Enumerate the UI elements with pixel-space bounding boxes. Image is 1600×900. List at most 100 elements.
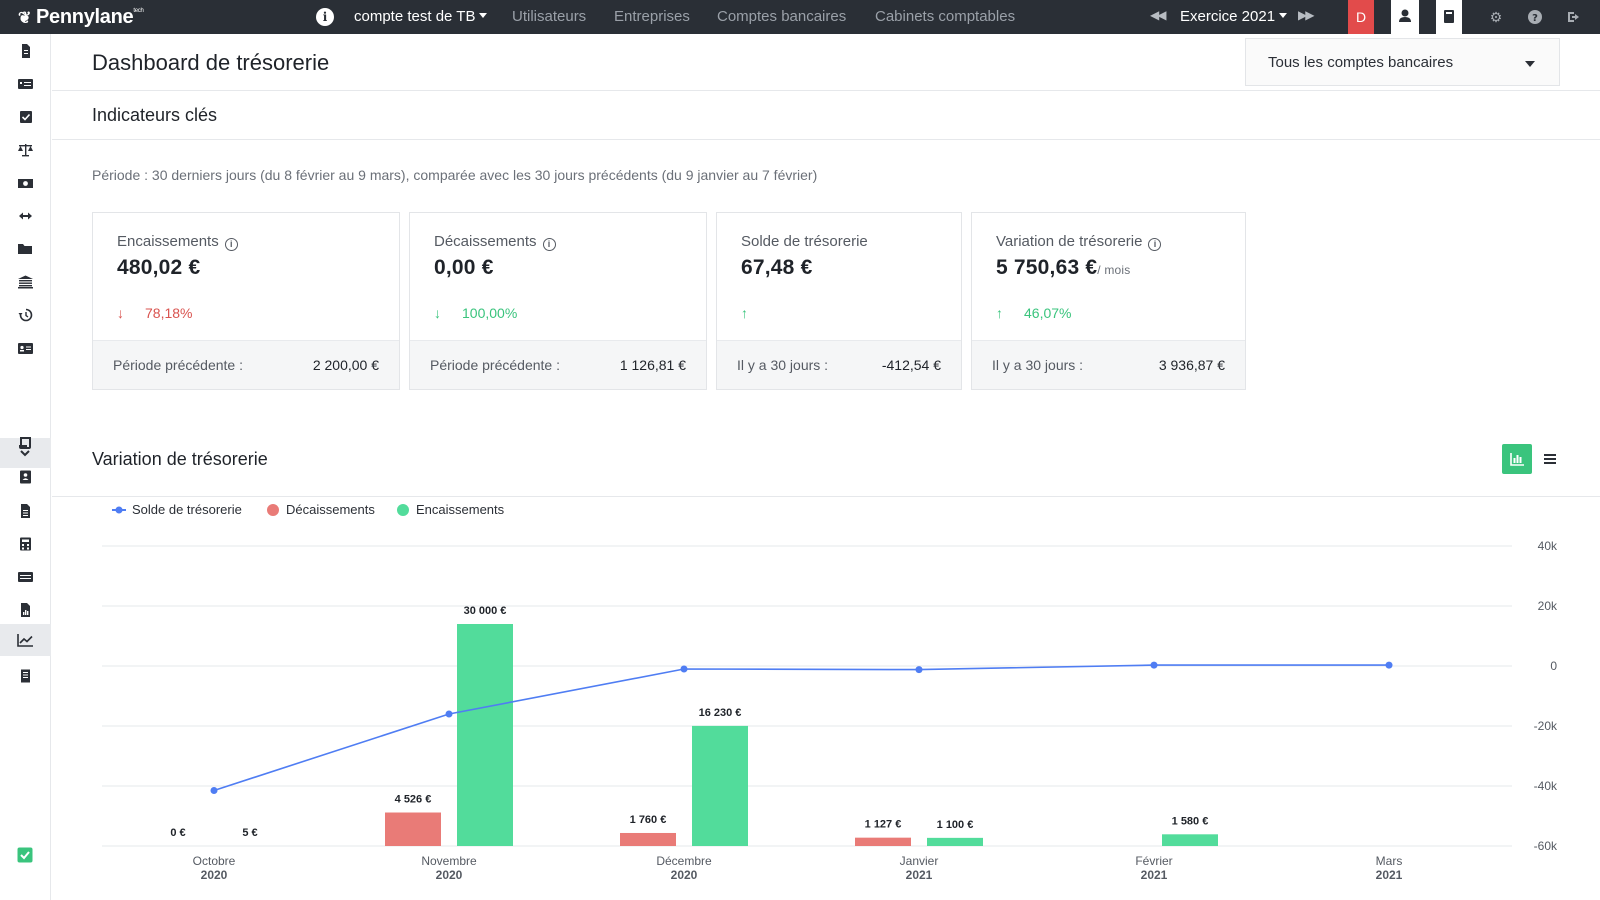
kpi-unit: / mois [1097, 263, 1131, 277]
kpi-label: Décaissements i [434, 233, 556, 251]
sidebar-item-treasury[interactable] [0, 624, 51, 656]
info-icon[interactable]: i [224, 238, 238, 251]
bar-data-label: 1 760 € [630, 814, 667, 826]
contact-book-icon[interactable] [17, 470, 34, 484]
x-tick-label-year: 2021 [1141, 868, 1168, 882]
bank-account-select[interactable]: Tous les comptes bancaires [1245, 38, 1560, 86]
bank-icon[interactable] [17, 275, 34, 289]
bar-data-label: 1 100 € [937, 819, 974, 831]
history-icon[interactable] [17, 308, 34, 322]
sidebar-collapse-toggle[interactable] [0, 438, 51, 468]
kpi-prev-value: 3 936,87 € [1158, 357, 1225, 373]
info-icon[interactable]: i [1148, 238, 1162, 251]
pennylane-logo[interactable]: ❦ Pennylanetech [18, 6, 144, 28]
exchange-icon[interactable] [17, 209, 34, 223]
id-card-icon[interactable] [17, 341, 34, 355]
logout-icon[interactable] [1566, 9, 1582, 25]
company-switcher[interactable]: compte test de TB [354, 8, 488, 25]
money-icon[interactable] [17, 176, 34, 190]
chevron-down-icon [20, 450, 30, 457]
folder-icon[interactable] [17, 242, 34, 256]
kpi-value: 480,02 € [117, 256, 201, 279]
kpi-footer: Période précédente : 1 126,81 € [410, 340, 706, 389]
kpi-prev-label: Il y a 30 jours : [992, 357, 1084, 373]
next-exercise-icon[interactable]: ▶▶ [1298, 8, 1315, 22]
legend-label: Encaissements [416, 502, 505, 517]
x-tick-label-month: Janvier [900, 854, 939, 868]
arrow-down-icon: ↓ [434, 305, 441, 321]
period-description: Période : 30 derniers jours (du 8 févrie… [92, 167, 818, 183]
series-point-solde [210, 787, 218, 794]
section-title-indicators: Indicateurs clés [92, 105, 218, 125]
svg-text:?: ? [1532, 13, 1538, 24]
x-tick-label-month: Octobre [193, 854, 236, 868]
divider [52, 496, 1600, 497]
series-line-solde [213, 664, 1389, 792]
list-card-icon[interactable] [17, 570, 34, 584]
x-tick-label-year: 2020 [436, 868, 463, 882]
invoice-list-icon[interactable] [17, 77, 34, 91]
info-icon[interactable]: i [542, 238, 556, 251]
table-view-button[interactable] [1536, 444, 1564, 474]
kpi-label: Solde de trésorerie [741, 233, 868, 250]
kpi-label: Variation de trésorerie i [996, 233, 1162, 251]
kpi-prev-label: Période précédente : [113, 357, 243, 373]
x-tick-label-month: Mars [1376, 854, 1403, 868]
kpi-label: Encaissements i [117, 233, 238, 251]
kpi-prev-label: Période précédente : [430, 357, 560, 373]
x-tick-label-month: Février [1135, 854, 1172, 868]
legend-swatch-dot [115, 506, 123, 514]
exercise-selector[interactable]: Exercice 2021 [1180, 8, 1288, 25]
bar-encaissements [1162, 834, 1218, 846]
info-icon[interactable]: i [316, 8, 334, 26]
chart-view-button[interactable] [1502, 444, 1532, 474]
nav-utilisateurs[interactable]: Utilisateurs [512, 8, 587, 25]
divider [52, 139, 1600, 140]
bar-data-label: 4 526 € [395, 794, 432, 806]
document-icon[interactable] [17, 44, 34, 58]
kpi-footer: Il y a 30 jours : 3 936,87 € [972, 340, 1245, 389]
y-tick-label: -20k [1534, 719, 1558, 733]
user-icon[interactable] [1391, 0, 1419, 34]
balance-scale-icon[interactable] [17, 143, 34, 157]
calculator-icon[interactable] [17, 537, 34, 551]
chevron-down-icon [479, 12, 488, 18]
nav-entreprises[interactable]: Entreprises [614, 8, 690, 25]
nav-comptes-bancaires[interactable]: Comptes bancaires [717, 8, 847, 25]
arrow-up-icon: ↑ [741, 305, 748, 321]
logo-sup: tech [133, 8, 144, 14]
file-text-icon[interactable] [17, 504, 34, 518]
kpi-footer: Période précédente : 2 200,00 € [93, 340, 399, 389]
report-icon[interactable] [17, 603, 34, 617]
kpi-card-decaissements: Décaissements i 0,00 € ↓ 100,00% Période p… [409, 212, 707, 390]
treasury-chart-svg: 40k 20k 0 -20k -40k -60k Solde de trésorerie Dé… [102, 502, 1558, 882]
book-icon[interactable] [1436, 0, 1462, 34]
kpi-card-encaissements: Encaissements i 480,02 € ↓ 78,18% Période … [92, 212, 400, 390]
user-avatar[interactable]: D [1348, 0, 1374, 34]
bar-data-label: 0 € [170, 827, 185, 839]
nav-cabinets-comptables[interactable]: Cabinets comptables [875, 8, 1016, 25]
receipt-icon[interactable] [17, 669, 34, 683]
legend-swatch-dot [267, 504, 279, 516]
x-tick-label-month: Décembre [656, 854, 712, 868]
bar-decaissements [385, 812, 441, 846]
checked-status-icon[interactable] [17, 847, 33, 863]
company-name: compte test de TB [354, 8, 476, 25]
bar-data-label: 1 127 € [865, 819, 902, 831]
list-icon [1544, 454, 1556, 464]
kpi-prev-value: -412,54 € [881, 357, 941, 373]
checkbox-icon[interactable] [17, 110, 34, 124]
legend-label: Décaissements [286, 502, 375, 517]
series-point-solde [1150, 661, 1158, 669]
help-icon[interactable]: ? [1527, 9, 1543, 25]
bar-chart-icon [1510, 453, 1524, 466]
kpi-card-solde: Solde de trésorerie 67,48 € ↑ Il y a 30 … [716, 212, 962, 390]
arrow-up-icon: ↑ [996, 305, 1003, 321]
x-tick-label-month: Novembre [421, 854, 477, 868]
previous-exercise-icon[interactable]: ◀◀ [1150, 8, 1167, 22]
divider [52, 90, 1600, 91]
scroll-icon[interactable] [17, 436, 34, 450]
legend-label: Solde de trésorerie [132, 502, 242, 517]
gear-icon[interactable]: ⚙ [1489, 9, 1503, 25]
kpi-prev-value: 1 126,81 € [619, 357, 686, 373]
